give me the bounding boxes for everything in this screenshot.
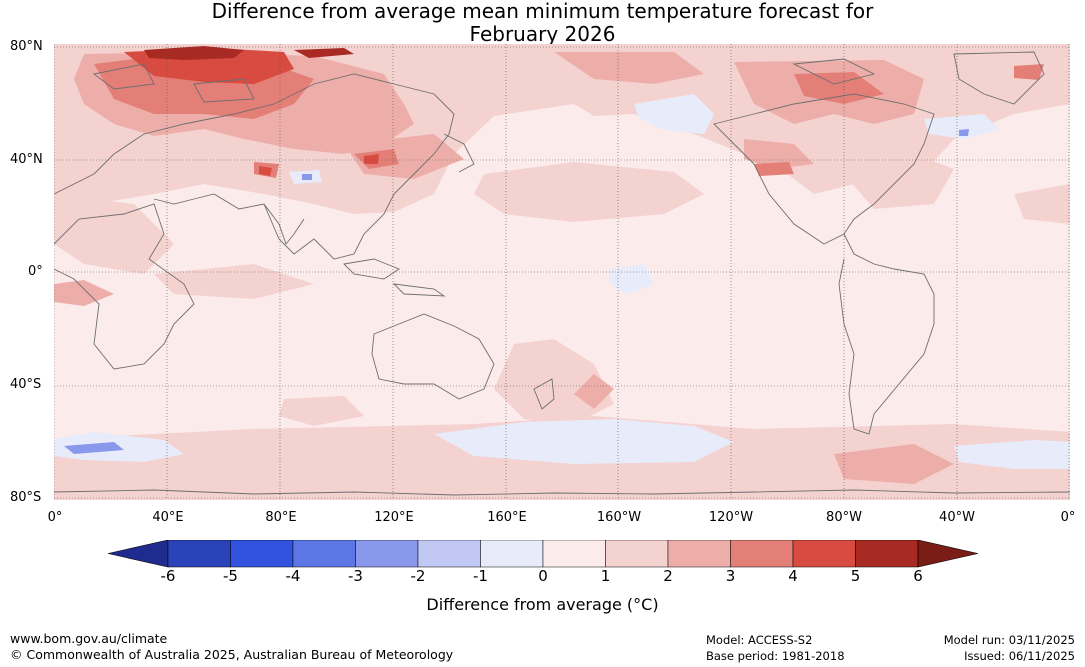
lon-label-120w: 120°W xyxy=(708,510,754,525)
gridlines xyxy=(54,44,1070,500)
footer-base-period: Base period: 1981-2018 xyxy=(706,649,845,663)
title-line-1: Difference from average mean minimum tem… xyxy=(211,0,874,23)
coastlines xyxy=(54,51,1070,496)
colorbar-tick-label: 5 xyxy=(850,567,861,585)
lat-label-80n: 80°N xyxy=(10,39,43,54)
footer-model: Model: ACCESS-S2 xyxy=(706,633,813,647)
colorbar-cell xyxy=(417,540,481,568)
colorbar-tick-label: 1 xyxy=(600,567,611,585)
footer-copyright: © Commonwealth of Australia 2025, Austra… xyxy=(10,647,454,662)
chart-title: Difference from average mean minimum tem… xyxy=(0,0,1085,46)
lat-label-40s: 40°S xyxy=(10,377,42,392)
colorbar-tick-label: -2 xyxy=(410,567,426,585)
lon-label-120e: 120°E xyxy=(374,510,414,525)
lon-label-0-right: 0° xyxy=(1060,510,1076,525)
colorbar-tick-label: 6 xyxy=(913,567,923,585)
temperature-anomaly-map xyxy=(54,44,1070,500)
colorbar-tick-label: 2 xyxy=(663,567,673,585)
lon-label-160w: 160°W xyxy=(596,510,642,525)
colorbar-tick-label: -3 xyxy=(348,567,363,585)
colorbar-cell xyxy=(167,540,231,568)
colorbar-extend-high xyxy=(917,540,978,568)
colorbar-tick-label: -4 xyxy=(285,567,301,585)
colorbar-cell xyxy=(480,540,544,568)
lon-label-40w: 40°W xyxy=(939,510,975,525)
colorbar-cell xyxy=(605,540,669,568)
colorbar-label: Difference from average (°C) xyxy=(426,595,659,614)
colorbar-extend-low xyxy=(108,540,169,568)
colorbar-cell xyxy=(730,540,794,568)
colorbar-cell xyxy=(292,540,356,568)
colorbar-tick-label: 0 xyxy=(538,567,548,585)
colorbar-tick-label: -1 xyxy=(473,567,488,585)
colorbar-tick-label: -5 xyxy=(223,567,238,585)
colorbar-cell xyxy=(355,540,419,568)
footer-model-run: Model run: 03/11/2025 xyxy=(943,633,1075,647)
colorbar-tick-label: -6 xyxy=(160,567,176,585)
anomaly-strong-negative-regions xyxy=(64,129,969,454)
colorbar-cell xyxy=(855,540,919,568)
colorbar xyxy=(108,540,978,568)
lat-label-0: 0° xyxy=(28,264,43,279)
lat-label-80s: 80°S xyxy=(10,490,42,505)
lon-label-80e: 80°E xyxy=(265,510,297,525)
lon-label-40e: 40°E xyxy=(152,510,184,525)
colorbar-cell xyxy=(792,540,856,568)
lat-label-40n: 40°N xyxy=(10,152,43,167)
footer-website: www.bom.gov.au/climate xyxy=(10,631,168,646)
footer-issued: Issued: 06/11/2025 xyxy=(964,649,1075,663)
colorbar-tick-label: 3 xyxy=(725,567,736,585)
colorbar-tick-label: 4 xyxy=(788,567,798,585)
colorbar-cell xyxy=(667,540,731,568)
colorbar-cell xyxy=(542,540,606,568)
lon-label-0-left: 0° xyxy=(47,510,63,525)
lon-label-160e: 160°E xyxy=(487,510,527,525)
title-line-2: February 2026 xyxy=(469,22,616,46)
colorbar-cell xyxy=(230,540,294,568)
lon-label-80w: 80°W xyxy=(826,510,862,525)
anomaly-negative-regions xyxy=(54,94,1070,469)
colorbar-cells xyxy=(108,540,978,568)
anomaly-5-plus-regions xyxy=(144,46,354,60)
